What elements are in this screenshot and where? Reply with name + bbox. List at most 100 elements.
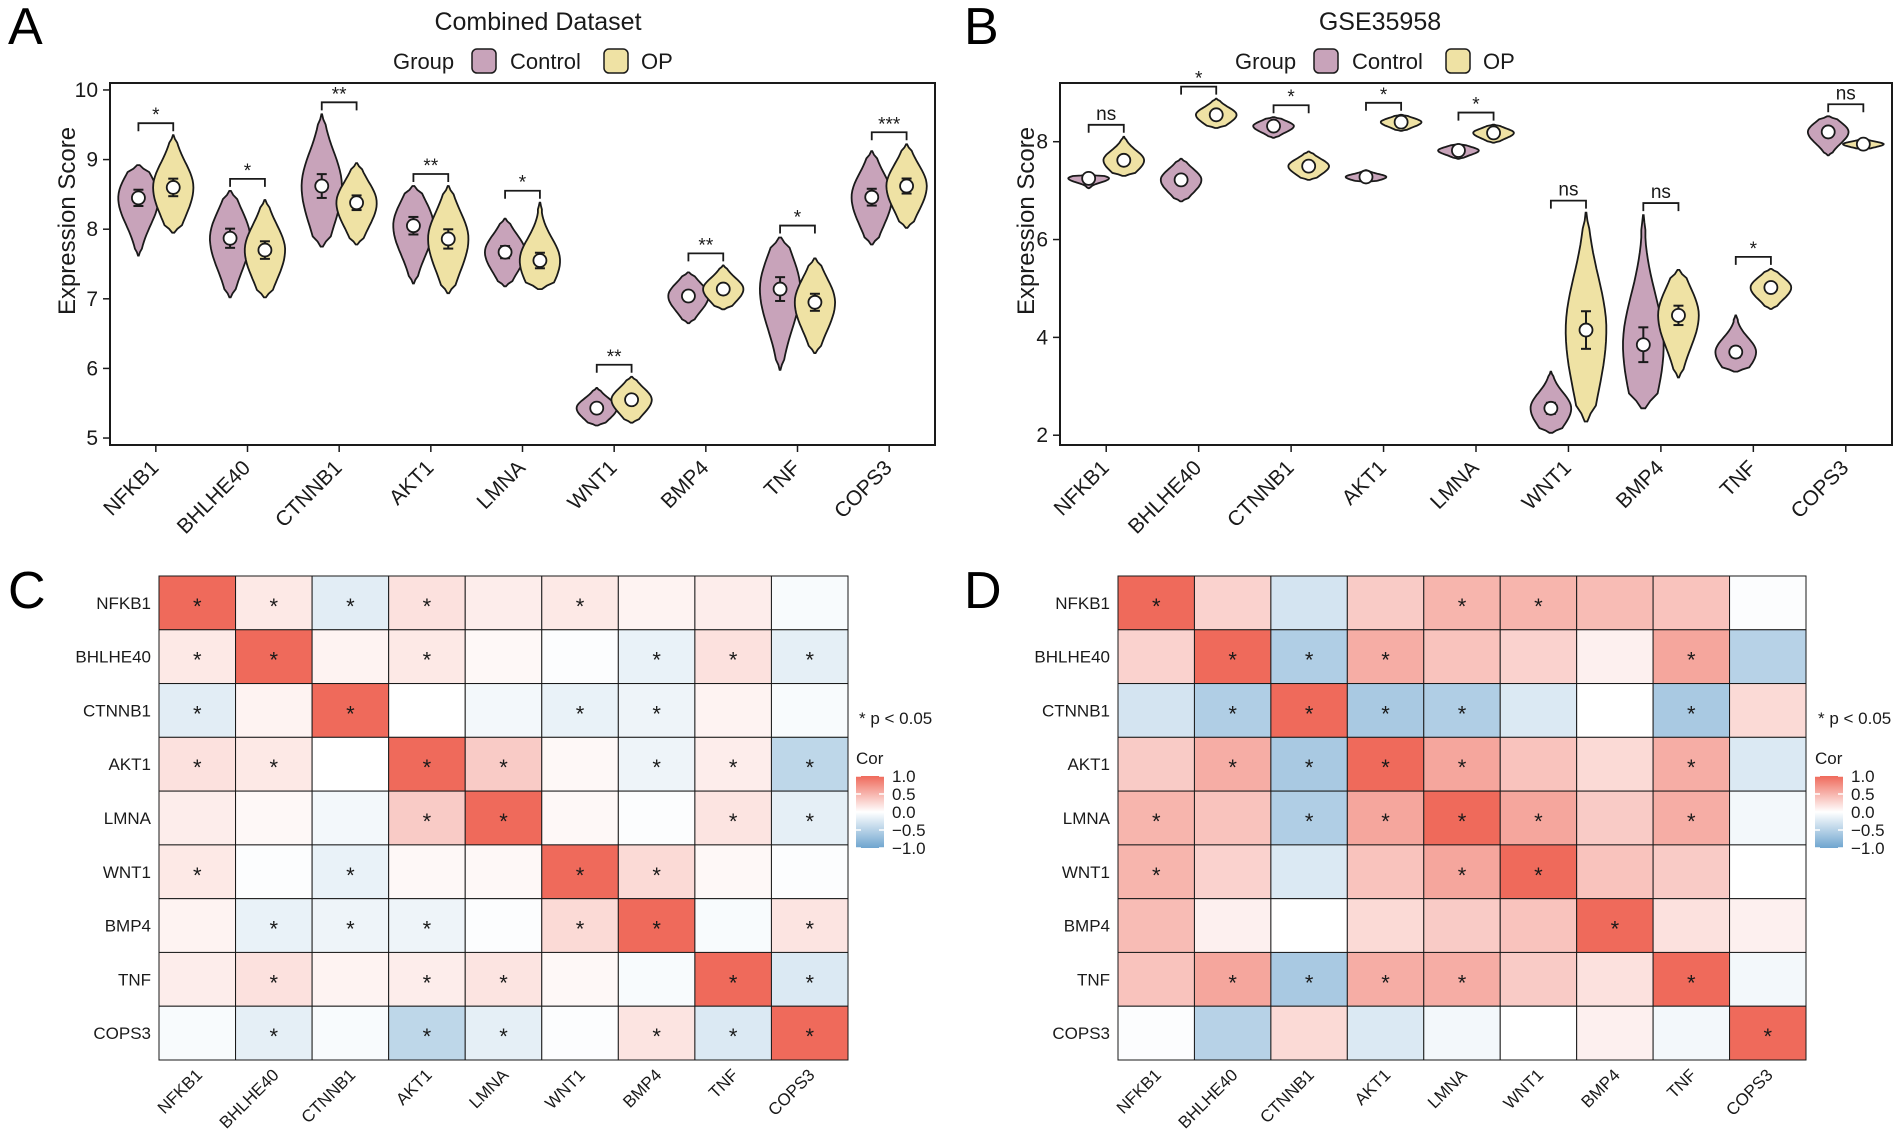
significance-label: * — [1380, 85, 1388, 106]
significance-star: * — [270, 1024, 279, 1049]
heatmap-cell — [1346, 629, 1425, 685]
heatmap-cell — [1499, 575, 1578, 631]
significance-star: * — [729, 809, 738, 834]
panel-b-letter: B — [964, 0, 999, 56]
significance-star: * — [729, 648, 738, 673]
significance-star: * — [1687, 701, 1696, 726]
panel-b-legend: Group Control OP — [1235, 48, 1515, 74]
colorbar-tick-label: −0.5 — [892, 821, 926, 840]
heatmap-cell — [235, 683, 313, 738]
heatmap-cell — [694, 898, 772, 953]
median-point — [1301, 158, 1317, 174]
significance-star: * — [193, 701, 202, 726]
heatmap-cell — [694, 575, 772, 631]
heatmap-cell — [158, 898, 237, 953]
median-point — [772, 281, 788, 297]
heatmap-cell — [541, 1005, 619, 1061]
heatmap-cell — [311, 1005, 390, 1061]
median-point — [349, 195, 364, 211]
median-point — [807, 294, 823, 310]
x-tick-label: BMP4 — [1612, 456, 1669, 513]
colorbar-title: Cor — [1815, 749, 1843, 768]
legend-swatch-op — [1445, 48, 1471, 74]
median-point — [1208, 107, 1224, 123]
heatmap-cell — [541, 951, 619, 1007]
y-tick-label: 4 — [1036, 326, 1048, 349]
significance-star: * — [652, 648, 661, 673]
heatmap-col-label: BHLHE40 — [216, 1065, 283, 1130]
heatmap-col-label: CTNNB1 — [1256, 1065, 1318, 1127]
median-point — [1578, 322, 1594, 338]
heatmap-cell — [1346, 736, 1425, 792]
median-point — [624, 392, 639, 408]
heatmap-col-label: AKT1 — [392, 1065, 436, 1109]
heatmap-col-label: COPS3 — [1722, 1065, 1776, 1119]
legend-label-op: OP — [1483, 49, 1515, 74]
significance-star: * — [423, 755, 432, 780]
heatmap-cell — [694, 1005, 772, 1061]
heatmap-cell — [311, 736, 390, 792]
significance-star: * — [576, 917, 585, 942]
significance-star: * — [729, 970, 738, 995]
heatmap-row-label: WNT1 — [1062, 863, 1110, 882]
heatmap-cell — [770, 844, 849, 900]
colorbar-tick-label: 0.0 — [892, 803, 916, 822]
heatmap-cell — [1117, 844, 1195, 900]
median-point — [1635, 337, 1651, 353]
heatmap-cell — [235, 575, 313, 631]
significance-star: * — [1305, 970, 1314, 995]
panel-c: C NFKB1 * * * * * BHLHE40 * * * * * * CTNNB1 * * * * AKT1 *… — [8, 562, 932, 1130]
significance-star: * — [1687, 809, 1696, 834]
significance-label: * — [152, 105, 160, 126]
significance-star: * — [1763, 1024, 1772, 1049]
heatmap-cell — [617, 575, 696, 631]
legend-title: Group — [1235, 49, 1296, 74]
heatmap-row-label: TNF — [1077, 970, 1110, 989]
significance-star: * — [1611, 917, 1620, 942]
significance-star: * — [346, 863, 355, 888]
significance-star: * — [1381, 970, 1390, 995]
significance-label: ns — [1651, 182, 1671, 203]
median-point — [1358, 169, 1374, 185]
median-point — [589, 400, 605, 416]
heatmap-cell — [694, 844, 772, 900]
heatmap-cell — [311, 683, 390, 738]
median-point — [497, 244, 513, 260]
significance-bracket — [137, 122, 175, 132]
panel-c-significance-note: * p < 0.05 — [859, 709, 932, 728]
heatmap-cell — [1729, 844, 1807, 900]
panel-a: A Combined Dataset Group Control OP Expr… — [8, 0, 936, 539]
heatmap-cell — [1576, 790, 1654, 846]
y-tick-label: 2 — [1036, 424, 1048, 447]
significance-star: * — [193, 594, 202, 619]
heatmap-cell — [1117, 951, 1195, 1007]
heatmap-cell — [1423, 629, 1501, 685]
significance-label: ns — [1096, 104, 1116, 125]
median-point — [1855, 136, 1871, 152]
heatmap-row-label: COPS3 — [1052, 1024, 1110, 1043]
heatmap-cell — [1576, 683, 1654, 738]
significance-star: * — [1458, 970, 1467, 995]
heatmap-cell — [235, 629, 313, 685]
heatmap-cell — [1423, 1005, 1501, 1061]
heatmap-cell — [1499, 951, 1578, 1007]
significance-star: * — [805, 648, 814, 673]
heatmap-cell — [1193, 898, 1272, 953]
median-point — [1081, 170, 1097, 186]
significance-star: * — [1228, 755, 1237, 780]
heatmap-cell — [1270, 951, 1348, 1007]
heatmap-cell — [464, 629, 543, 685]
x-tick-label: WNT1 — [563, 456, 621, 514]
median-point — [1116, 152, 1132, 168]
significance-star: * — [499, 809, 508, 834]
heatmap-cell — [541, 736, 619, 792]
heatmap-cell — [1729, 736, 1807, 792]
median-point — [1820, 124, 1836, 140]
heatmap-row-label: AKT1 — [108, 755, 151, 774]
colorbar-tick-label: 0.0 — [1851, 803, 1875, 822]
significance-star: * — [270, 594, 279, 619]
heatmap-cell — [770, 736, 849, 792]
significance-label: * — [1750, 239, 1758, 260]
y-tick-label: 5 — [86, 427, 98, 450]
significance-star: * — [576, 701, 585, 726]
